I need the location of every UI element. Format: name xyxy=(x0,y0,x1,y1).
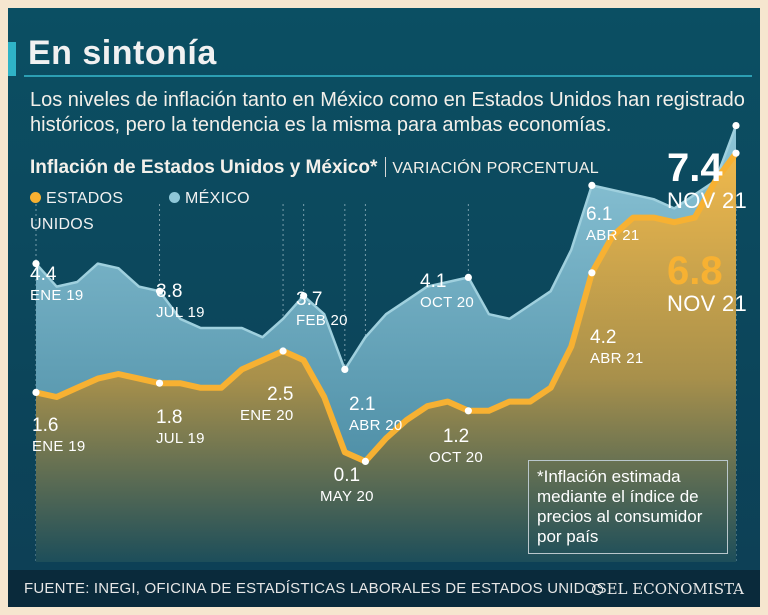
us-value-jul19: 1.8 xyxy=(156,407,183,428)
us-date-abr21: ABR 21 xyxy=(590,350,644,367)
title-divider xyxy=(24,75,752,77)
publisher-logo-text: EL ECONOMISTA xyxy=(606,580,744,598)
mex-label-abr20: 2.1 ABR 20 xyxy=(349,395,403,433)
legend-mexico-swatch xyxy=(169,192,180,203)
us-date-ene19: ENE 19 xyxy=(32,438,86,455)
mexico-point xyxy=(732,122,740,130)
publisher-logo: EL ECONOMISTA xyxy=(591,580,744,598)
mexico-line xyxy=(35,125,738,371)
mex-value-feb20: 3.7 xyxy=(296,289,323,310)
us-value-abr21: 4.2 xyxy=(590,327,617,348)
usa-point xyxy=(32,388,40,396)
title-separator xyxy=(385,157,387,177)
mex-date-abr20: ABR 20 xyxy=(349,417,403,434)
us-value-may20: 0.1 xyxy=(333,465,361,486)
us-date-oct20: OCT 20 xyxy=(429,449,484,466)
mex-value-nov21: 7.4 xyxy=(667,146,723,190)
mex-date-nov21: NOV 21 xyxy=(667,188,748,213)
usa-point xyxy=(732,149,740,157)
mexico-point xyxy=(155,287,164,295)
us-label-oct20: 1.2 OCT 20 xyxy=(429,427,483,465)
usa-point xyxy=(361,457,370,465)
us-label-abr21: 4.2 ABR 21 xyxy=(590,328,644,366)
mex-label-oct20: 4.1 OCT 20 xyxy=(420,272,474,310)
usa-area xyxy=(36,153,736,562)
usa-point xyxy=(588,269,596,277)
mex-value-oct20: 4.1 xyxy=(420,271,447,292)
chart-title: Inflación de Estados Unidos y México* xyxy=(30,157,378,178)
legend-usa-label: ESTADOS UNIDOS xyxy=(30,190,124,233)
usa-point xyxy=(279,347,287,355)
usa-point xyxy=(464,407,472,415)
us-label-nov21: 6.8 NOV 21 xyxy=(667,251,747,315)
mex-value-abr21: 6.1 xyxy=(586,204,613,225)
legend-mexico: MÉXICO xyxy=(169,186,250,212)
mex-label-nov21: 7.4 NOV 21 xyxy=(667,148,747,212)
us-value-ene20: 2.5 xyxy=(267,384,294,405)
us-value-nov21: 6.8 xyxy=(667,249,723,293)
usa-point xyxy=(155,379,164,387)
chart-plot xyxy=(32,122,740,562)
us-label-ene19: 1.6 ENE 19 xyxy=(32,416,86,454)
mex-label-ene19: 4.4 ENE 19 xyxy=(30,265,84,303)
us-label-ene20: 2.5 ENE 20 xyxy=(240,385,294,423)
publisher-logo-icon xyxy=(591,584,603,595)
us-value-ene19: 1.6 xyxy=(32,415,59,436)
mexico-point xyxy=(32,260,40,268)
mex-value-jul19: 3.8 xyxy=(156,281,183,302)
page-subtitle: Los niveles de inflación tanto en México… xyxy=(30,89,745,136)
mexico-point xyxy=(300,292,308,300)
us-date-jul19: JUL 19 xyxy=(156,430,205,447)
mex-date-abr21: ABR 21 xyxy=(586,227,640,244)
usa-line xyxy=(33,150,739,465)
mexico-point xyxy=(588,181,596,189)
mex-date-oct20: OCT 20 xyxy=(420,294,475,311)
mexico-point xyxy=(341,365,349,373)
us-label-jul19: 1.8 JUL 19 xyxy=(156,408,205,446)
chart-title-row: Inflación de Estados Unidos y México* VAR… xyxy=(30,157,599,179)
mex-date-feb20: FEB 20 xyxy=(296,312,348,329)
legend-usa-swatch xyxy=(30,192,41,203)
source-text: FUENTE: INEGI, OFICINA DE ESTADÍSTICAS L… xyxy=(24,580,607,597)
chart-unit-label: VARIACIÓN PORCENTUAL xyxy=(392,160,599,177)
mex-date-jul19: JUL 19 xyxy=(156,304,205,321)
mex-value-abr20: 2.1 xyxy=(349,394,376,415)
us-date-nov21: NOV 21 xyxy=(667,291,748,316)
title-accent-bar xyxy=(8,42,16,76)
infographic-card: En sintonía Los niveles de inflación tan… xyxy=(8,8,760,607)
legend-mexico-label: MÉXICO xyxy=(185,190,250,207)
mex-label-abr21: 6.1 ABR 21 xyxy=(586,205,640,243)
page-title: En sintonía xyxy=(28,34,217,72)
mex-label-feb20: 3.7 FEB 20 xyxy=(296,290,348,328)
us-value-oct20: 1.2 xyxy=(442,426,470,447)
us-date-may20: MAY 20 xyxy=(320,488,374,505)
mex-label-jul19: 3.8 JUL 19 xyxy=(156,282,205,320)
mexico-point xyxy=(464,273,472,281)
us-label-may20: 0.1 MAY 20 xyxy=(320,466,374,504)
mex-date-ene19: ENE 19 xyxy=(30,287,84,304)
footer-bar: FUENTE: INEGI, OFICINA DE ESTADÍSTICAS L… xyxy=(8,570,760,607)
us-date-ene20: ENE 20 xyxy=(240,407,294,424)
legend-usa: ESTADOS UNIDOS xyxy=(30,186,150,238)
mex-value-ene19: 4.4 xyxy=(30,264,57,285)
footnote-box: *Inflación estimada mediante el índice d… xyxy=(528,460,728,554)
